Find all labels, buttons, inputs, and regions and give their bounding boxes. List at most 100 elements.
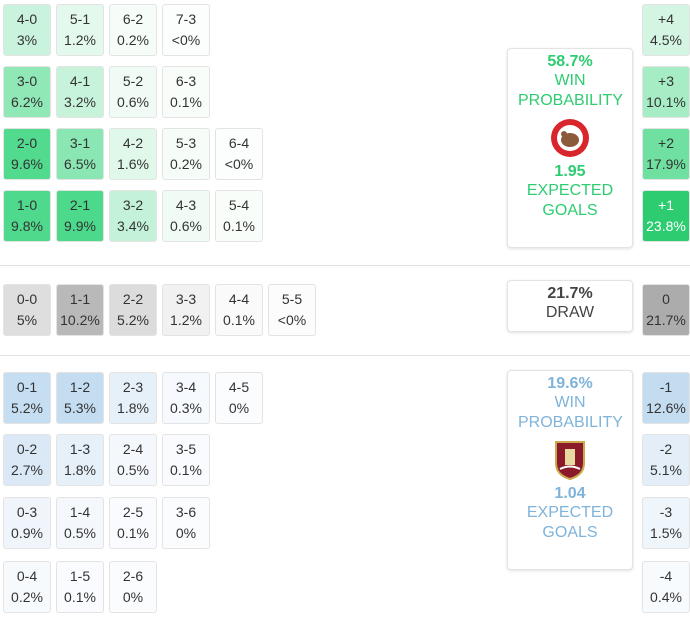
home-score-cell: 1-0 9.8%: [3, 190, 51, 242]
score-label: 1-0: [16, 197, 38, 213]
probability: 3.4%: [117, 218, 149, 234]
away-win-label: WIN PROBABILITY: [518, 394, 623, 431]
score-label: 4-1: [69, 73, 91, 89]
probability: 5%: [16, 312, 38, 328]
margin-cell: -4 0.4%: [642, 561, 690, 613]
probability: 21.7%: [646, 312, 686, 328]
score-label: 7-3: [175, 11, 197, 27]
score-label: 2-5: [122, 504, 144, 520]
probability: 0.5%: [117, 462, 149, 478]
score-label: 0-3: [16, 504, 38, 520]
probability: 0.1%: [170, 94, 202, 110]
score-label: 5-5: [281, 291, 303, 307]
home-summary: 58.7% WIN PROBABILITY 1.95 EXPECTED GOAL…: [507, 48, 633, 248]
score-label: 1-4: [69, 504, 91, 520]
away-score-cell: 3-4 0.3%: [162, 372, 210, 424]
home-win-label: WIN PROBABILITY: [518, 72, 623, 109]
score-label: 0-0: [16, 291, 38, 307]
probability: 1.5%: [650, 525, 682, 541]
probability: 0.1%: [117, 525, 149, 541]
home-score-cell: 4-2 1.6%: [109, 128, 157, 180]
home-score-cell: 3-2 3.4%: [109, 190, 157, 242]
away-score-cell: 1-3 1.8%: [56, 434, 104, 486]
score-label: 5-4: [228, 197, 250, 213]
away-score-cell: 3-6 0%: [162, 497, 210, 549]
draw-score-cell: 5-5 <0%: [268, 284, 316, 336]
probability: 3.2%: [64, 94, 96, 110]
home-expected-goals: 1.95: [554, 163, 586, 180]
probability: 0.6%: [117, 94, 149, 110]
home-score-cell: 5-1 1.2%: [56, 4, 104, 56]
home-crest: [551, 119, 589, 157]
probability: 17.9%: [646, 156, 686, 172]
home-score-cell: 4-1 3.2%: [56, 66, 104, 118]
probability: 0.2%: [11, 589, 43, 605]
margin-cell: 0 21.7%: [642, 284, 690, 336]
probability: <0%: [224, 156, 254, 172]
away-score-cell: 2-3 1.8%: [109, 372, 157, 424]
probability: 0.9%: [11, 525, 43, 541]
probability: 0.1%: [170, 462, 202, 478]
score-label: 1-5: [69, 568, 91, 584]
probability: 1.2%: [170, 312, 202, 328]
home-xg-label: EXPECTED GOALS: [526, 182, 614, 219]
margin-label: -1: [659, 379, 673, 395]
probability: 3%: [16, 32, 38, 48]
draw-label: DRAW: [545, 304, 595, 321]
away-score-cell: 2-6 0%: [109, 561, 157, 613]
score-label: 3-1: [69, 135, 91, 151]
score-label: 5-1: [69, 11, 91, 27]
margin-cell: +4 4.5%: [642, 4, 690, 56]
score-label: 4-2: [122, 135, 144, 151]
score-label: 2-4: [122, 441, 144, 457]
probability: 23.8%: [646, 218, 686, 234]
probability: 12.6%: [646, 400, 686, 416]
score-label: 0-2: [16, 441, 38, 457]
separator: [0, 265, 690, 266]
probability: 1.8%: [117, 400, 149, 416]
score-label: 3-4: [175, 379, 197, 395]
probability: 1.8%: [64, 462, 96, 478]
probability: <0%: [171, 32, 201, 48]
probability: 5.2%: [117, 312, 149, 328]
score-label: 4-4: [228, 291, 250, 307]
separator: [0, 355, 690, 356]
score-label: 1-1: [69, 291, 91, 307]
probability: 0.3%: [170, 400, 202, 416]
draw-score-cell: 0-0 5%: [3, 284, 51, 336]
draw-score-cell: 3-3 1.2%: [162, 284, 210, 336]
score-label: 0-1: [16, 379, 38, 395]
margin-label: +1: [658, 197, 674, 213]
away-score-cell: 0-1 5.2%: [3, 372, 51, 424]
probability: 5.1%: [650, 462, 682, 478]
draw-probability: 21.7%: [547, 285, 593, 302]
away-score-cell: 1-5 0.1%: [56, 561, 104, 613]
home-score-cell: 4-3 0.6%: [162, 190, 210, 242]
score-label: 6-3: [175, 73, 197, 89]
margin-label: -3: [659, 504, 673, 520]
probability: 0.1%: [64, 589, 96, 605]
away-score-cell: 0-3 0.9%: [3, 497, 51, 549]
probability: <0%: [277, 312, 307, 328]
home-score-cell: 3-0 6.2%: [3, 66, 51, 118]
probability: 0.2%: [170, 156, 202, 172]
probability: 0%: [175, 525, 197, 541]
probability: 9.9%: [64, 218, 96, 234]
home-score-cell: 7-3 <0%: [162, 4, 210, 56]
margin-cell: -2 5.1%: [642, 434, 690, 486]
away-score-cell: 2-4 0.5%: [109, 434, 157, 486]
probability: 0.4%: [650, 589, 682, 605]
away-win-probability: 19.6%: [547, 375, 593, 392]
draw-score-cell: 1-1 10.2%: [56, 284, 104, 336]
probability: 0.1%: [223, 312, 255, 328]
score-label: 0-4: [16, 568, 38, 584]
score-label: 4-3: [175, 197, 197, 213]
draw-summary: 21.7% DRAW: [507, 280, 633, 332]
away-summary: 19.6% WIN PROBABILITY 1.04 EXPECTED GOAL…: [507, 370, 633, 570]
score-label: 6-2: [122, 11, 144, 27]
probability: 5.3%: [64, 400, 96, 416]
probability: 1.2%: [64, 32, 96, 48]
away-score-cell: 1-4 0.5%: [56, 497, 104, 549]
away-score-cell: 1-2 5.3%: [56, 372, 104, 424]
